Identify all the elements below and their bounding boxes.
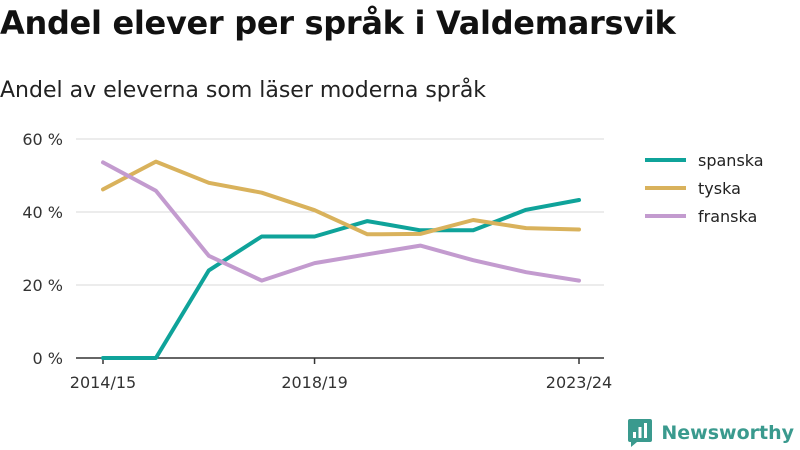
series-line-franska bbox=[101, 160, 581, 283]
x-axis: 2014/15 2018/19 2023/24 bbox=[70, 357, 612, 392]
y-tick-label: 0 % bbox=[33, 349, 63, 368]
brand-name: Newsworthy bbox=[661, 422, 794, 444]
series bbox=[101, 159, 581, 360]
chart-title: Andel elever per språk i Valdemarsvik bbox=[0, 4, 676, 42]
y-tick-label: 60 % bbox=[22, 130, 63, 149]
y-tick-label: 40 % bbox=[22, 203, 63, 222]
brand: Newsworthy bbox=[627, 418, 794, 448]
x-tick-label: 2018/19 bbox=[281, 373, 347, 392]
legend-label-franska: franska bbox=[698, 207, 757, 226]
x-tick-label: 2014/15 bbox=[70, 373, 136, 392]
legend-label-tyska: tyska bbox=[698, 179, 741, 198]
series-line-spanska bbox=[101, 198, 581, 360]
chart-subtitle: Andel av eleverna som läser moderna språ… bbox=[0, 78, 487, 103]
x-tick-label: 2023/24 bbox=[546, 373, 612, 392]
series-line-tyska bbox=[101, 159, 581, 237]
y-tick-label: 20 % bbox=[22, 276, 63, 295]
legend-label-spanska: spanska bbox=[698, 151, 764, 170]
legend: spanska tyska franska bbox=[645, 151, 764, 226]
newsworthy-logo-icon bbox=[628, 419, 653, 447]
